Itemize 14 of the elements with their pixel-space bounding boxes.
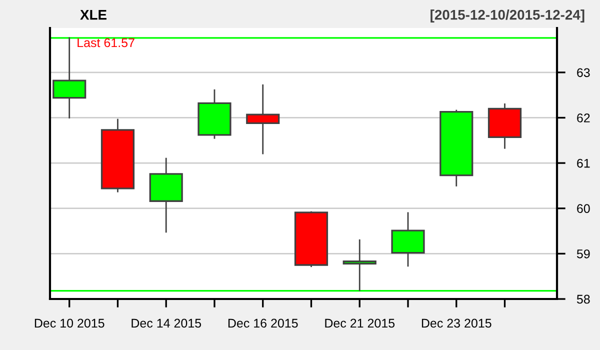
chart-subtitle: [2015-12-10/2015-12-24] bbox=[430, 10, 584, 22]
x-tick-label: Dec 21 2015 bbox=[325, 318, 395, 328]
y-tick-label: 62 bbox=[577, 114, 590, 122]
y-tick-label: 61 bbox=[577, 158, 590, 168]
x-tick-label: Dec 23 2015 bbox=[422, 318, 492, 328]
y-tick-label: 59 bbox=[576, 249, 590, 258]
y-tick-label: 63 bbox=[577, 68, 590, 78]
chart-title: XLE bbox=[80, 10, 106, 20]
ref-line-label: Last 61.57 bbox=[78, 38, 134, 48]
x-tick-label: Dec 16 2015 bbox=[228, 318, 298, 328]
x-tick-label: Dec 14 2015 bbox=[132, 318, 202, 328]
y-tick-label: 60 bbox=[577, 204, 590, 214]
y-tick-label: 58 bbox=[576, 294, 590, 304]
x-tick-label: Dec 10 2015 bbox=[34, 318, 104, 328]
